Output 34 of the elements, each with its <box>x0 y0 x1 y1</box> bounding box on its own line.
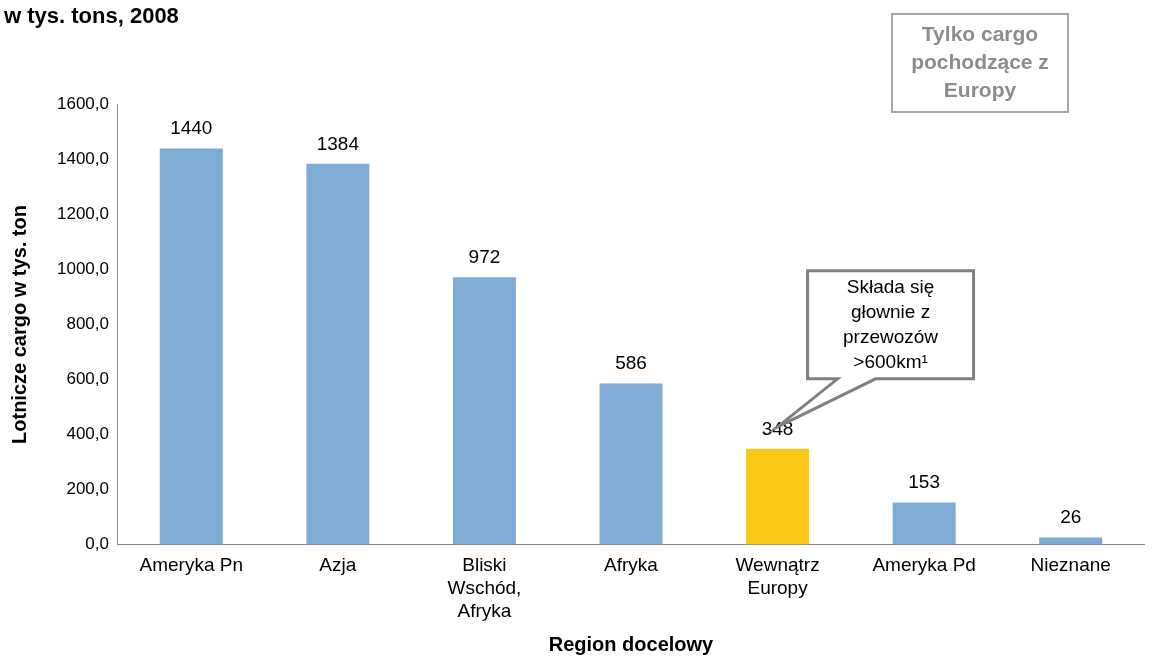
annotation: Składa się głownie z przewozów >600km¹ <box>843 275 939 372</box>
y-tick-label: 800,0 <box>66 314 109 334</box>
y-tick-label: 1200,0 <box>57 204 109 224</box>
x-tick-label: Ameryka Pd <box>872 554 976 576</box>
data-label: 26 <box>1060 506 1082 528</box>
bar <box>1039 537 1103 545</box>
y-tick-label: 1000,0 <box>57 259 109 279</box>
x-tick-label: Afryka <box>604 554 659 576</box>
bar <box>746 448 810 545</box>
data-label: 1440 <box>170 117 213 139</box>
y-axis-title: Lotnicze cargo w tys. ton <box>7 205 30 444</box>
bar <box>159 148 223 545</box>
x-tick-label: Ameryka Pn <box>139 554 244 576</box>
data-label: 153 <box>908 471 940 493</box>
x-tick-label: Wewnątrz Europy <box>735 554 820 599</box>
text: Tylko cargo pochodzące z Europy <box>911 21 1049 101</box>
bar <box>306 163 370 545</box>
x-tick-label: Bliski Wschód, Afryka <box>447 554 522 621</box>
bar <box>892 502 956 545</box>
bar <box>599 383 663 545</box>
chart-title: w tys. tons, 2008 <box>3 3 179 29</box>
x-tick-label: Azja <box>319 554 357 576</box>
y-tick-label: 1400,0 <box>57 149 109 169</box>
y-tick-label: 200,0 <box>66 479 109 499</box>
y-tick-label: 0,0 <box>85 534 109 554</box>
data-label: 972 <box>468 245 501 267</box>
x-axis-title: Region docelowy <box>548 632 715 655</box>
y-tick-label: 400,0 <box>66 424 109 444</box>
y-tick-label: 1600,0 <box>57 94 109 114</box>
data-label: 586 <box>615 352 647 374</box>
x-tick-label: Nieznane <box>1030 554 1111 576</box>
y-tick-label: 600,0 <box>66 369 109 389</box>
data-label: 1384 <box>316 132 360 154</box>
bar <box>452 277 516 545</box>
